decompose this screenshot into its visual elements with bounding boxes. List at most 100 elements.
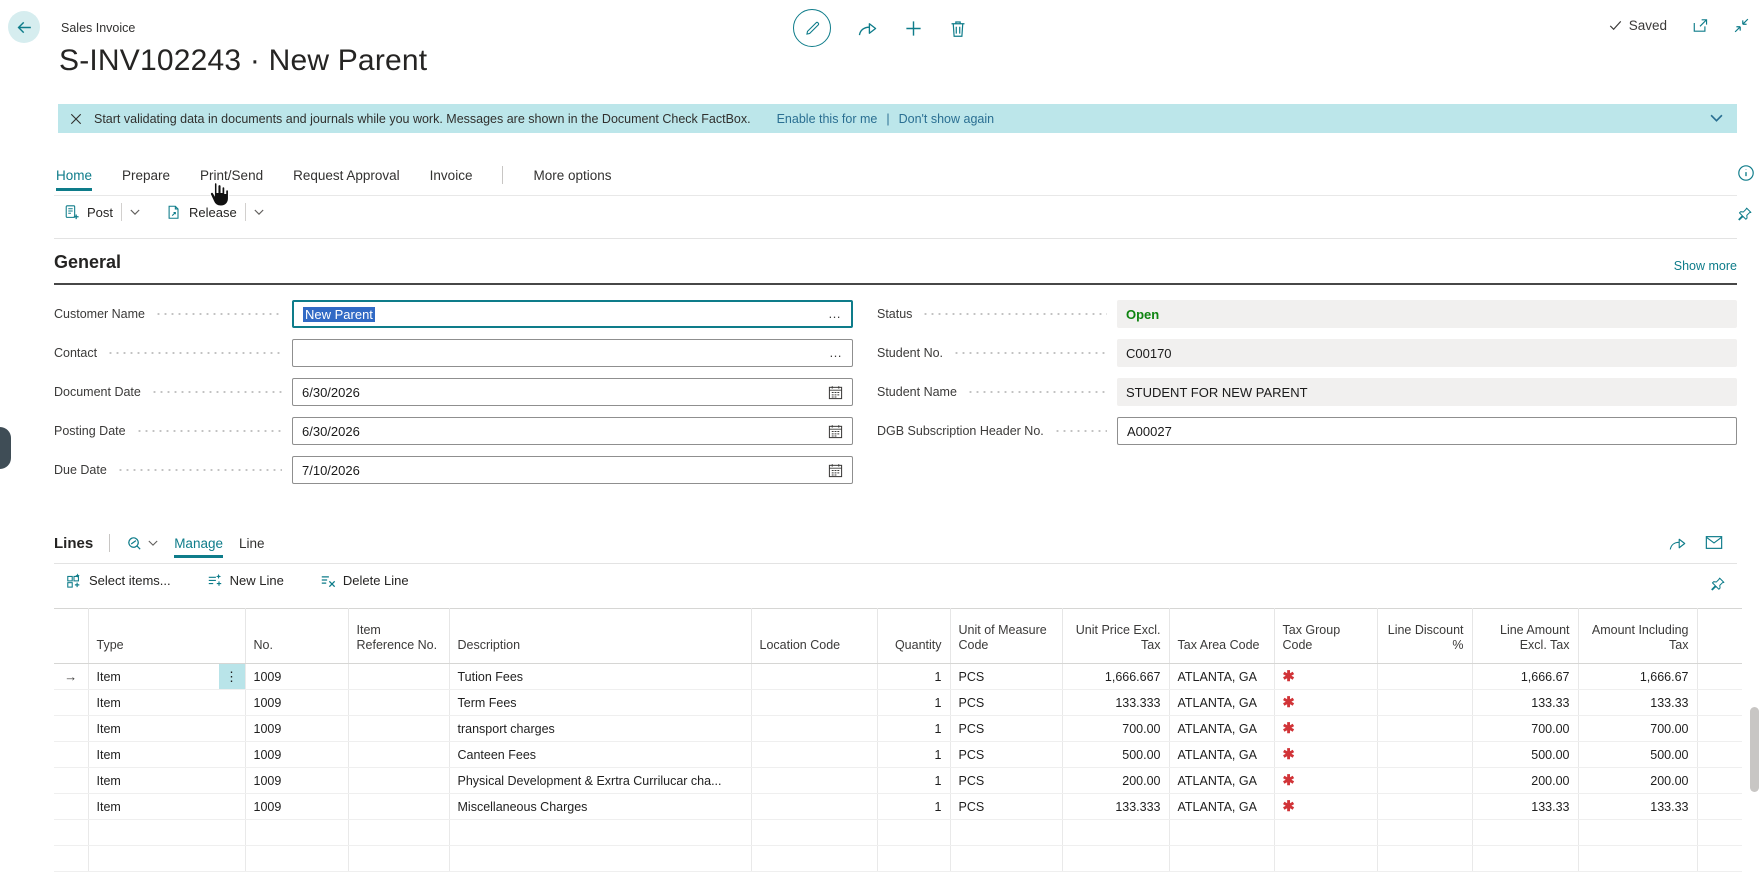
cell-location-code[interactable] <box>751 715 878 742</box>
cell-item-reference-no[interactable] <box>348 715 450 742</box>
cell-tax-group-code[interactable]: ✱ <box>1274 793 1378 820</box>
cell-tax-group-code[interactable]: ✱ <box>1274 663 1378 690</box>
new-line-button[interactable]: New Line <box>207 572 284 588</box>
table-scrollbar[interactable] <box>1750 612 1759 872</box>
customer-name-lookup-button[interactable]: … <box>828 306 842 321</box>
cell-unit-of-measure-code[interactable] <box>950 819 1063 846</box>
cell-line-amount-excl-tax[interactable]: 1,666.67 <box>1472 663 1579 690</box>
cell-description[interactable]: Term Fees <box>449 689 752 716</box>
row-selector-cell[interactable] <box>54 689 89 716</box>
cell-type[interactable] <box>88 819 246 846</box>
cell-item-reference-no[interactable] <box>348 819 450 846</box>
cell-unit-of-measure-code[interactable] <box>950 845 1063 872</box>
post-button[interactable]: Post <box>64 204 113 221</box>
row-menu-button[interactable]: ⋮ <box>218 664 244 689</box>
lines-options-button[interactable] <box>126 535 158 552</box>
lines-tab-manage[interactable]: Manage <box>174 535 223 558</box>
tab-prepare[interactable]: Prepare <box>122 167 171 183</box>
cell-tax-group-code[interactable] <box>1274 845 1378 872</box>
cell-no[interactable] <box>245 819 349 846</box>
release-button[interactable]: Release <box>166 204 237 221</box>
cell-no[interactable] <box>245 845 349 872</box>
cell-no[interactable]: 1009 <box>245 741 349 768</box>
cell-description[interactable] <box>449 845 752 872</box>
show-more-link[interactable]: Show more <box>1673 259 1737 273</box>
posting-date-picker-button[interactable] <box>828 424 843 439</box>
cell-amount-including-tax[interactable]: 200.00 <box>1578 767 1698 794</box>
cell-quantity[interactable]: 1 <box>877 741 951 768</box>
cell-location-code[interactable] <box>751 793 878 820</box>
header-unit-price-excl-tax[interactable]: Unit Price Excl. Tax <box>1062 608 1170 664</box>
cell-tax-area-code[interactable] <box>1169 819 1275 846</box>
cell-location-code[interactable] <box>751 819 878 846</box>
new-button[interactable] <box>904 19 923 38</box>
cell-unit-price-excl-tax[interactable] <box>1062 845 1170 872</box>
tab-home[interactable]: Home <box>56 167 93 191</box>
cell-unit-price-excl-tax[interactable] <box>1062 819 1170 846</box>
header-line-discount-pct[interactable]: Line Discount % <box>1377 608 1473 664</box>
cell-unit-of-measure-code[interactable]: PCS <box>950 767 1063 794</box>
cell-description[interactable]: Tution Fees <box>449 663 752 690</box>
contact-field[interactable]: … <box>292 339 853 367</box>
document-date-picker-button[interactable] <box>828 385 843 400</box>
help-info-button[interactable] <box>1737 164 1755 182</box>
due-date-field[interactable]: 7/10/2026 <box>292 456 853 484</box>
cell-quantity[interactable]: 1 <box>877 715 951 742</box>
cell-unit-price-excl-tax[interactable]: 500.00 <box>1062 741 1170 768</box>
cell-line-discount-pct[interactable] <box>1377 663 1473 690</box>
cell-type[interactable]: Item <box>88 767 246 794</box>
cell-no[interactable]: 1009 <box>245 767 349 794</box>
cell-item-reference-no[interactable] <box>348 767 450 794</box>
cell-no[interactable]: 1009 <box>245 793 349 820</box>
cell-amount-including-tax[interactable]: 133.33 <box>1578 793 1698 820</box>
pin-lines-toolbar-button[interactable] <box>1709 576 1726 593</box>
cell-quantity[interactable] <box>877 845 951 872</box>
cell-description[interactable]: Physical Development & Exrtra Currilucar… <box>449 767 752 794</box>
release-dropdown-button[interactable] <box>254 209 264 216</box>
dgb-subscription-header-no-field[interactable]: A00027 <box>1117 417 1737 445</box>
scrollbar-thumb[interactable] <box>1750 707 1759 792</box>
cell-description[interactable]: transport charges <box>449 715 752 742</box>
cell-unit-price-excl-tax[interactable]: 133.333 <box>1062 793 1170 820</box>
cell-line-amount-excl-tax[interactable]: 500.00 <box>1472 741 1579 768</box>
cell-amount-including-tax[interactable]: 700.00 <box>1578 715 1698 742</box>
cell-unit-of-measure-code[interactable]: PCS <box>950 715 1063 742</box>
cell-tax-area-code[interactable]: ATLANTA, GA <box>1169 793 1275 820</box>
cell-type[interactable]: Item ⋮ <box>88 663 246 690</box>
cell-quantity[interactable] <box>877 819 951 846</box>
customer-name-field[interactable]: New Parent … <box>292 300 853 328</box>
cell-type[interactable]: Item <box>88 793 246 820</box>
cell-line-discount-pct[interactable] <box>1377 715 1473 742</box>
edit-button[interactable] <box>793 9 831 47</box>
select-items-button[interactable]: Select items... <box>66 572 171 588</box>
cell-quantity[interactable]: 1 <box>877 663 951 690</box>
cell-type[interactable]: Item <box>88 715 246 742</box>
cell-tax-group-code[interactable]: ✱ <box>1274 715 1378 742</box>
cell-tax-group-code[interactable] <box>1274 819 1378 846</box>
more-options-button[interactable]: More options <box>533 167 612 183</box>
cell-amount-including-tax[interactable] <box>1578 845 1698 872</box>
tab-invoice[interactable]: Invoice <box>429 167 473 183</box>
collapse-window-button[interactable] <box>1733 17 1750 34</box>
header-item-reference-no[interactable]: Item Reference No. <box>348 608 450 664</box>
cell-line-discount-pct[interactable] <box>1377 793 1473 820</box>
document-date-field[interactable]: 6/30/2026 <box>292 378 853 406</box>
header-description[interactable]: Description <box>449 608 752 664</box>
cell-type[interactable]: Item <box>88 689 246 716</box>
header-location-code[interactable]: Location Code <box>751 608 878 664</box>
cell-description[interactable]: Canteen Fees <box>449 741 752 768</box>
header-line-amount-excl-tax[interactable]: Line Amount Excl. Tax <box>1472 608 1579 664</box>
cell-quantity[interactable]: 1 <box>877 767 951 794</box>
cell-line-discount-pct[interactable] <box>1377 741 1473 768</box>
banner-expand-button[interactable] <box>1710 114 1723 123</box>
banner-enable-link[interactable]: Enable this for me <box>776 111 878 126</box>
cell-tax-group-code[interactable]: ✱ <box>1274 689 1378 716</box>
back-button[interactable] <box>8 11 40 43</box>
post-dropdown-button[interactable] <box>130 209 140 216</box>
cell-unit-of-measure-code[interactable]: PCS <box>950 793 1063 820</box>
cell-location-code[interactable] <box>751 663 878 690</box>
row-selector-cell[interactable] <box>54 741 89 768</box>
tab-print-send[interactable]: Print/Send <box>200 167 264 183</box>
cell-no[interactable]: 1009 <box>245 663 349 690</box>
cell-item-reference-no[interactable] <box>348 741 450 768</box>
